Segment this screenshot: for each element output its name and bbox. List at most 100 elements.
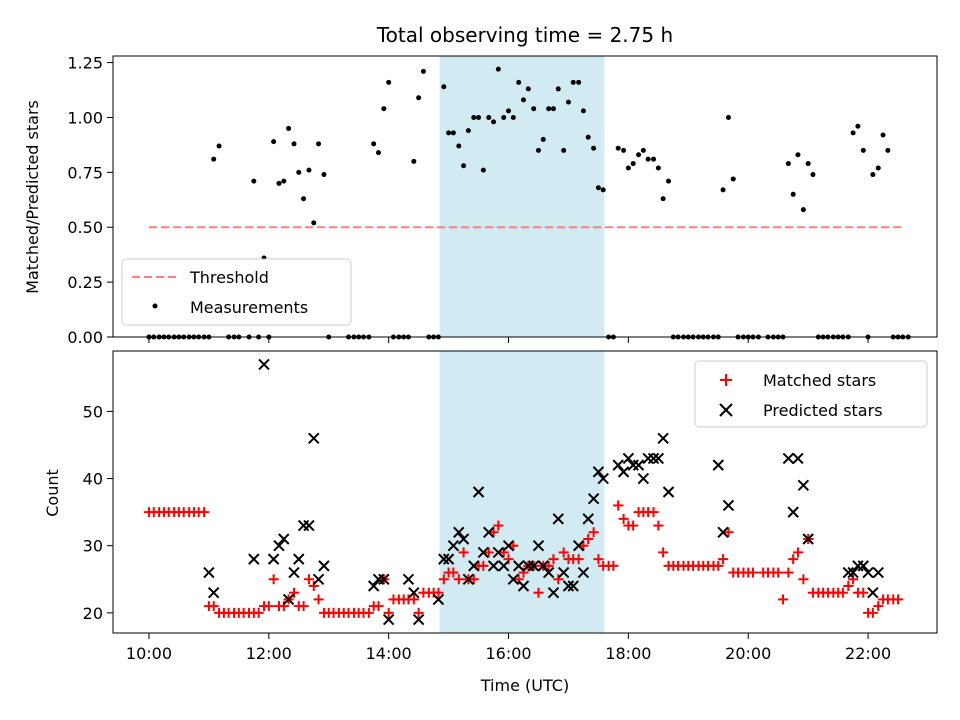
measurement-point — [636, 152, 642, 158]
measurement-point — [216, 143, 222, 149]
measurement-point — [416, 95, 422, 101]
ratio-legend: Threshold Measurements — [121, 258, 352, 326]
chart-title: Total observing time = 2.75 h — [376, 23, 673, 47]
y-tick-label: 50 — [83, 402, 103, 421]
predicted-star-point — [637, 472, 650, 485]
matched-star-point — [268, 574, 279, 585]
matched-star-point — [773, 567, 784, 578]
measurement-point — [476, 114, 482, 120]
measurement-point — [461, 163, 467, 169]
measurement-point — [456, 143, 462, 149]
matched-star-point — [453, 574, 464, 585]
measurement-point — [550, 106, 556, 112]
y-tick-label: 0.00 — [67, 328, 103, 347]
legend-measurements-swatch — [152, 303, 158, 309]
measurement-point — [446, 130, 452, 136]
matched-star-point — [373, 601, 384, 612]
measurement-point — [790, 191, 796, 197]
y-tick-label: 0.50 — [67, 218, 103, 237]
predicted-star-point — [797, 479, 810, 491]
measurement-point — [271, 139, 277, 145]
measurement-point — [720, 187, 726, 193]
matched-star-point — [208, 601, 219, 612]
predicted-star-point — [517, 580, 530, 592]
measurement-point — [621, 147, 627, 153]
predicted-star-point — [587, 493, 600, 505]
matched-star-point — [893, 594, 904, 605]
predicted-star-point — [862, 566, 874, 579]
predicted-star-point — [498, 560, 510, 572]
predicted-star-point — [527, 560, 540, 572]
matched-star-point — [593, 554, 604, 565]
ratio-legend-box — [121, 258, 352, 326]
predicted-star-point — [318, 560, 330, 572]
measurement-point — [651, 156, 657, 162]
predicted-star-point — [293, 553, 305, 565]
x-tick-label: 12:00 — [246, 644, 292, 663]
predicted-star-point — [412, 613, 425, 626]
matched-star-point — [448, 567, 459, 578]
matched-star-point — [583, 534, 594, 544]
predicted-star-point — [532, 540, 545, 552]
measurement-point — [630, 161, 636, 167]
measurement-point — [615, 145, 621, 151]
predicted-star-point — [557, 566, 570, 579]
measurement-point — [501, 114, 507, 120]
matched-star-point — [777, 594, 788, 605]
matched-star-point — [658, 547, 669, 558]
measurement-point — [885, 147, 891, 153]
measurement-point — [506, 108, 512, 114]
matched-star-point — [648, 507, 659, 518]
measurement-point — [471, 114, 477, 120]
measurement-point — [655, 165, 661, 171]
matched-star-point — [458, 547, 469, 558]
measurement-point — [491, 119, 497, 125]
predicted-star-point — [438, 553, 450, 565]
predicted-star-point — [617, 466, 630, 478]
predicted-star-point — [872, 566, 884, 579]
measurement-point — [495, 66, 501, 72]
ratio-y-axis-label: Matched/Predicted stars — [23, 100, 42, 294]
legend-matched-label: Matched stars — [763, 371, 876, 390]
matched-star-point — [798, 574, 809, 585]
predicted-star-point — [717, 526, 729, 538]
predicted-star-point — [472, 486, 485, 498]
predicted-star-point — [483, 526, 495, 538]
matched-star-point — [478, 560, 489, 571]
legend-measurements-label: Measurements — [190, 298, 308, 317]
predicted-star-point — [782, 452, 795, 465]
measurement-point — [531, 106, 537, 112]
measurement-point — [640, 147, 646, 153]
matched-star-point — [413, 607, 424, 618]
matched-star-point — [613, 500, 624, 511]
predicted-star-point — [303, 519, 315, 532]
count-legend: Matched stars Predicted stars — [694, 360, 928, 428]
count-panel: 20 30 40 50 10:00 12:00 14:00 16:00 18:00 20:00 2… — [43, 350, 938, 695]
measurement-point — [570, 79, 576, 85]
measurement-point — [535, 147, 541, 153]
measurement-point — [441, 84, 447, 90]
ratio-x-ticks — [148, 337, 869, 343]
matched-star-point — [653, 520, 664, 531]
matched-star-point — [433, 587, 444, 598]
measurement-point — [510, 114, 516, 120]
matched-star-point — [837, 587, 848, 598]
predicted-star-point — [273, 540, 285, 552]
count-x-ticks: 10:00 12:00 14:00 16:00 18:00 20:00 22:00 — [126, 633, 891, 663]
measurement-point — [286, 125, 292, 131]
predicted-star-point — [592, 466, 605, 478]
matched-star-point — [533, 587, 544, 598]
measurement-point — [546, 106, 552, 112]
observing-span-bottom — [439, 351, 605, 633]
matched-star-point — [618, 513, 629, 524]
measurement-point — [411, 158, 417, 164]
measurement-point — [321, 172, 327, 178]
matched-star-point — [783, 567, 794, 578]
x-tick-label: 10:00 — [126, 644, 172, 663]
count-y-axis-label: Count — [43, 469, 62, 517]
predicted-star-point — [547, 587, 560, 599]
predicted-star-point — [582, 513, 594, 525]
legend-predicted-label: Predicted stars — [763, 401, 883, 420]
matched-star-point — [488, 527, 499, 538]
x-tick-label: 16:00 — [485, 644, 531, 663]
